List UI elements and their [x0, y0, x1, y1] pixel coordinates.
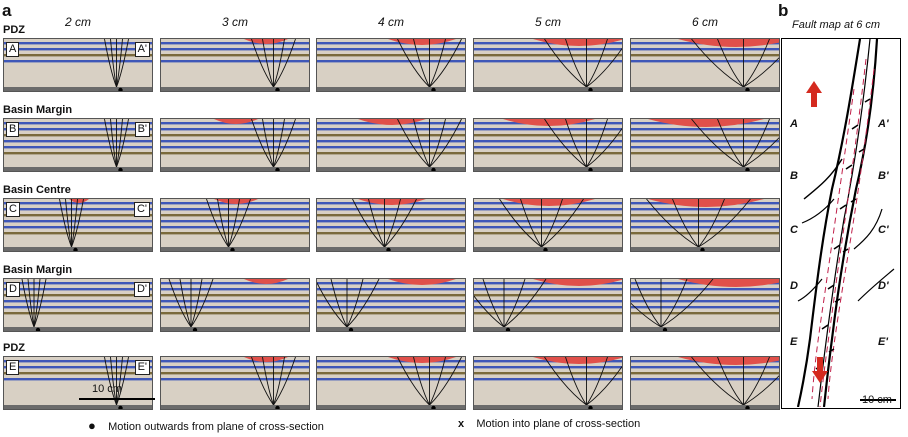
map-label-left: A	[790, 118, 798, 130]
cross-section-image	[630, 278, 780, 332]
section-label-right: E'	[134, 360, 150, 375]
row-label: PDZ	[3, 342, 25, 354]
column-header: 6 cm	[691, 15, 718, 29]
map-scale-label: 10 cm	[862, 394, 892, 406]
cross-section-image	[473, 118, 623, 172]
column-header: 5 cm	[534, 15, 561, 29]
column-header: 3 cm	[221, 15, 248, 29]
panel-label-b: b	[778, 1, 789, 20]
map-scale-bar	[860, 399, 896, 401]
column-header: 4 cm	[377, 15, 404, 29]
cross-section-image	[160, 356, 310, 410]
cross-section-image	[160, 38, 310, 92]
cross-section-image	[473, 38, 623, 92]
cross-section-image	[630, 38, 780, 92]
map-label-right: B'	[878, 170, 889, 182]
cross-section-image	[473, 278, 623, 332]
section-label-left: A	[6, 42, 20, 57]
cross-section-image	[473, 198, 623, 252]
cross-section-image	[630, 198, 780, 252]
section-label-right: B'	[134, 122, 150, 137]
cross-section-image: C C'	[3, 198, 153, 252]
x-symbol-icon: x	[458, 418, 465, 430]
arrow-up-icon	[806, 81, 822, 107]
cross-section-image	[160, 198, 310, 252]
cross-section-image	[630, 118, 780, 172]
cross-section-image	[316, 118, 466, 172]
cross-section-image: A A'	[3, 38, 153, 92]
row-label: Basin Margin	[3, 264, 73, 276]
map-label-right: C'	[878, 224, 889, 236]
panel-label-a: a	[2, 1, 12, 20]
cross-section-image: D D'	[3, 278, 153, 332]
column-header: 2 cm	[64, 15, 91, 29]
arrow-down-icon	[812, 357, 828, 383]
cross-section-image	[473, 356, 623, 410]
legend-dot-text: Motion outwards from plane of cross-sect…	[108, 421, 324, 433]
dot-symbol-icon: ●	[88, 418, 96, 433]
section-label-right: C'	[133, 202, 150, 217]
cross-section-image	[160, 118, 310, 172]
map-label-right: E'	[878, 336, 888, 348]
section-label-left: E	[6, 360, 20, 375]
fault-map-drawing	[796, 38, 896, 408]
map-label-left: D	[790, 280, 798, 292]
cross-section-image: B B'	[3, 118, 153, 172]
map-label-left: B	[790, 170, 798, 182]
section-label-right: A'	[134, 42, 150, 57]
cross-section-image	[316, 278, 466, 332]
cross-section-image	[630, 356, 780, 410]
fault-map	[781, 38, 901, 409]
cross-section-image	[316, 198, 466, 252]
row-label: Basin Centre	[3, 184, 71, 196]
cross-section-image	[316, 356, 466, 410]
cross-section-image: E E'	[3, 356, 153, 410]
scale-bar-label: 10 cm	[92, 383, 122, 395]
map-label-left: C	[790, 224, 798, 236]
map-label-right: D'	[878, 280, 889, 292]
row-label: Basin Margin	[3, 104, 73, 116]
legend-dot-item: ● Motion outwards from plane of cross-se…	[88, 418, 324, 433]
section-label-right: D'	[133, 282, 150, 297]
cross-section-image	[316, 38, 466, 92]
map-label-left: E	[790, 336, 798, 348]
map-label-right: A'	[878, 118, 889, 130]
map-title: Fault map at 6 cm	[792, 19, 881, 31]
legend-x-text: Motion into plane of cross-section	[476, 418, 641, 430]
scale-bar	[79, 398, 155, 400]
section-label-left: C	[6, 202, 20, 217]
row-label: PDZ	[3, 24, 25, 36]
cross-section-image	[160, 278, 310, 332]
legend-x-item: x Motion into plane of cross-section	[458, 418, 640, 430]
section-label-left: B	[6, 122, 20, 137]
section-label-left: D	[6, 282, 20, 297]
